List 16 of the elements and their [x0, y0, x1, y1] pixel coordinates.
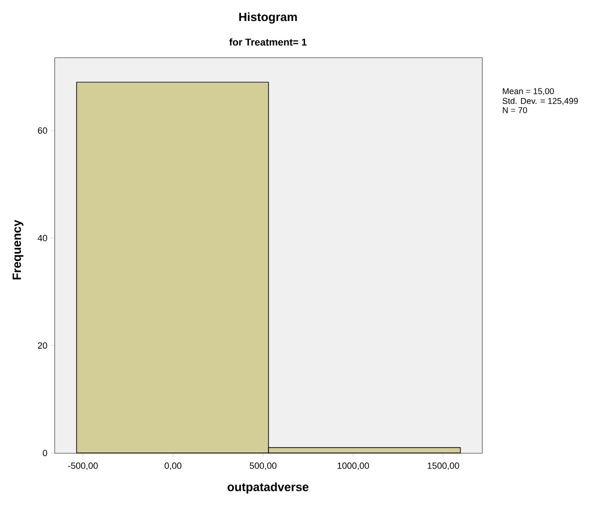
y-tick-label: 60 — [38, 127, 48, 134]
y-tick-label: 40 — [38, 234, 48, 242]
y-tick-label: 20 — [38, 342, 48, 349]
x-tick-label: 1000,00 — [338, 462, 370, 470]
x-tick-label: 1500,00 — [428, 462, 460, 470]
x-tick-label: -500,00 — [68, 462, 98, 470]
text: Std. Dev. = 125,499 — [502, 98, 578, 105]
text: N = 70 — [502, 107, 528, 114]
chart-title: Histogram — [239, 12, 297, 24]
text: Mean = 15,00 — [502, 88, 554, 96]
chart-subtitle: for Treatment= 1 — [229, 38, 307, 46]
x-axis-title: outpatadverse — [228, 482, 308, 494]
y-tick-label: 0 — [42, 450, 48, 456]
y-axis-title: Frequency — [12, 220, 24, 280]
x-tick-label: 0,00 — [164, 462, 182, 470]
x-tick-label: 500,00 — [250, 462, 276, 470]
